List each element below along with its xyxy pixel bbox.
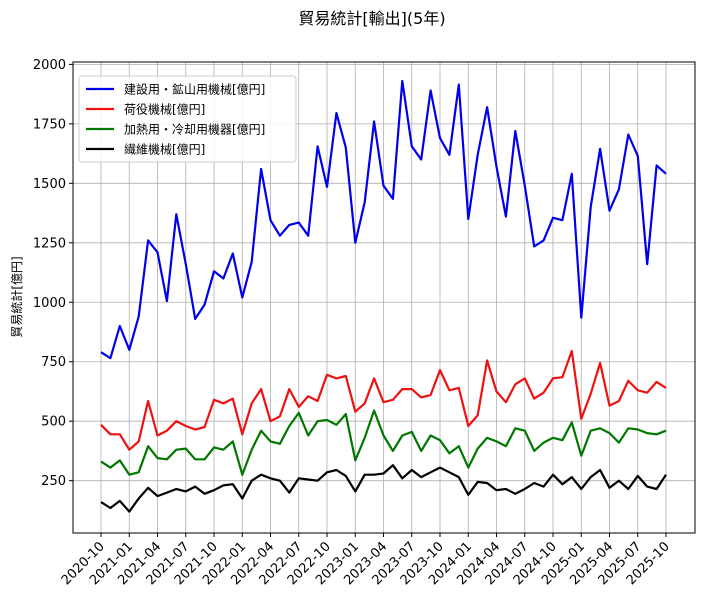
y-tick-label: 1500 (33, 177, 66, 192)
legend: 建設用・鉱山用機械[億円] 荷役機械[億円] 加熱用・冷却用機器[億円] 繊維機械[億… (78, 75, 297, 163)
y-tick-label: 750 (41, 355, 66, 370)
legend-label: 荷役機械[億円] (124, 102, 205, 117)
y-tick-label: 1250 (33, 236, 66, 251)
y-tick-label: 2000 (33, 58, 66, 73)
series-layer (100, 79, 667, 513)
x-axis: 2020-102021-012021-042021-072021-102022-… (59, 533, 673, 588)
series-line-2 (100, 349, 667, 451)
y-tick-label: 1000 (33, 296, 66, 311)
series-line-4 (100, 464, 667, 513)
y-tick-label: 1750 (33, 117, 66, 132)
y-axis: 250 500 750 1000 1250 1500 1750 2000 (33, 58, 73, 489)
y-tick-label: 500 (41, 415, 66, 430)
legend-label: 建設用・鉱山用機械[億円] (124, 82, 265, 97)
series-line-3 (100, 409, 667, 476)
y-tick-label: 250 (41, 474, 66, 489)
y-axis-title: 貿易統計[億円] (9, 256, 24, 337)
legend-box (78, 75, 297, 163)
series-line-1 (100, 79, 667, 360)
legend-label: 繊維機械[億円] (124, 142, 205, 157)
chart-title: 貿易統計[輸出](5年) (298, 9, 445, 28)
legend-label: 加熱用・冷却用機器[億円] (124, 122, 265, 137)
